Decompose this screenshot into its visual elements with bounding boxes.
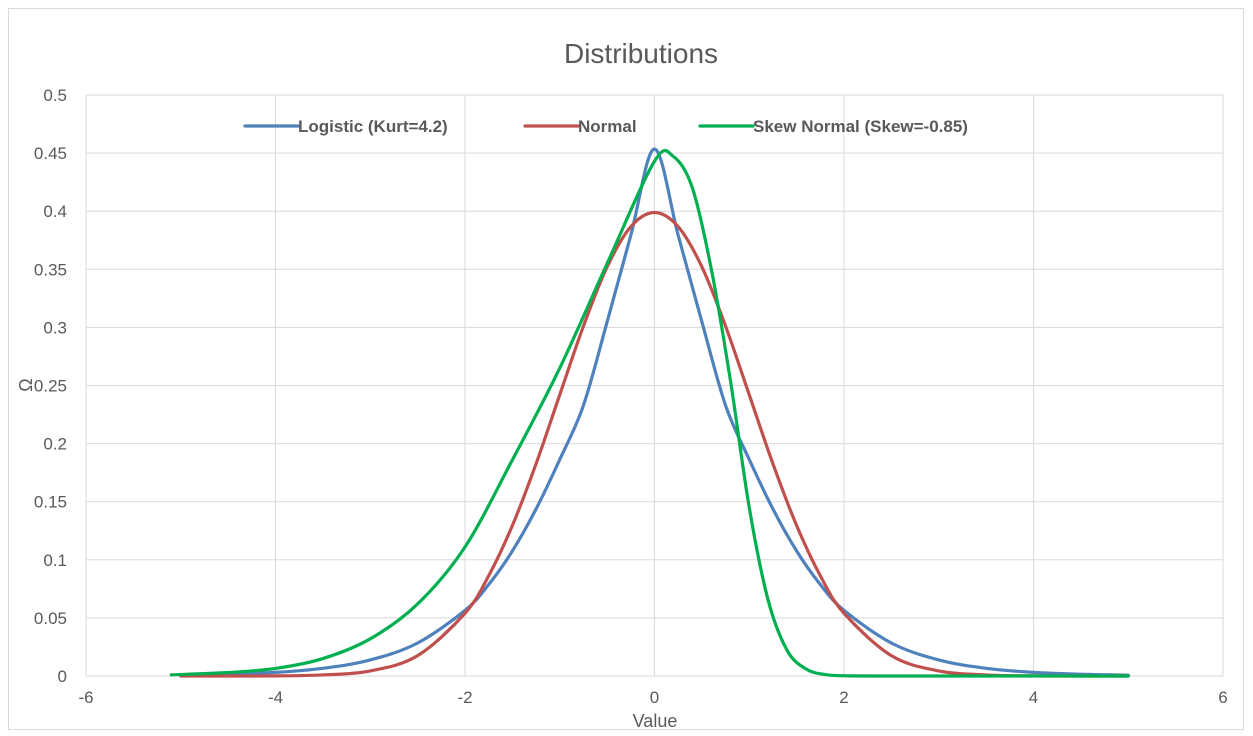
x-tick-label: 4 [1029, 688, 1038, 707]
chart-canvas: Distributions 0 0.05 0.1 0.15 0.2 0.25 0.3 0.35… [16, 38, 1228, 731]
legend: Logistic (Kurt=4.2) Normal Skew Normal (Sk… [243, 117, 968, 136]
legend-label: Normal [578, 117, 637, 136]
x-tick-label: 6 [1218, 688, 1227, 707]
x-tick-label: 2 [839, 688, 848, 707]
chart-frame: Distributions 0 0.05 0.1 0.15 0.2 0.25 0.3 0.35… [8, 8, 1244, 731]
legend-label: Skew Normal (Skew=-0.85) [753, 117, 968, 136]
y-tick-label: 0.45 [34, 144, 67, 163]
y-axis-title: Ω [16, 378, 36, 391]
normal-series-line [179, 210, 1130, 678]
logistic-series-line [179, 147, 1130, 677]
y-tick-label: 0.1 [43, 551, 67, 570]
legend-item-normal: Normal [523, 117, 637, 136]
x-tick-label: 0 [650, 688, 659, 707]
legend-item-logistic: Logistic (Kurt=4.2) [243, 117, 448, 136]
plot-series [169, 147, 1130, 678]
x-tick-label: -6 [78, 688, 93, 707]
y-tick-label: 0.15 [34, 493, 67, 512]
y-tick-label: 0.35 [34, 260, 67, 279]
x-axis-tick-labels: -6 -4 -2 0 2 4 6 [78, 688, 1227, 707]
legend-item-skew-normal: Skew Normal (Skew=-0.85) [698, 117, 968, 136]
y-tick-label: 0.3 [43, 318, 67, 337]
y-tick-label: 0.2 [43, 435, 67, 454]
y-tick-label: 0.5 [43, 86, 67, 105]
x-tick-label: -4 [268, 688, 283, 707]
y-tick-label: 0.25 [34, 377, 67, 396]
x-axis-title: Value [633, 711, 678, 731]
gridlines [85, 94, 1224, 677]
skew-normal-series-line [169, 148, 1130, 678]
y-tick-label: 0.05 [34, 609, 67, 628]
legend-label: Logistic (Kurt=4.2) [298, 117, 448, 136]
y-tick-label: 0 [58, 667, 67, 686]
y-tick-label: 0.4 [43, 202, 67, 221]
chart-title: Distributions [564, 38, 718, 69]
y-axis-tick-labels: 0 0.05 0.1 0.15 0.2 0.25 0.3 0.35 0.4 0.45 0.5 [34, 86, 67, 686]
x-tick-label: -2 [457, 688, 472, 707]
